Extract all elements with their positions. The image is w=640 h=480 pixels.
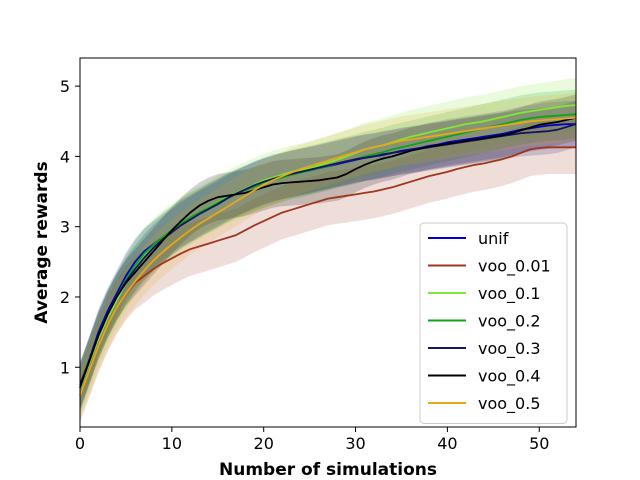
x-tick-label: 50: [529, 434, 549, 453]
y-tick-label: 3: [60, 218, 70, 237]
plot-frame: [79, 57, 577, 428]
band-voo_0.01: [80, 120, 576, 423]
legend-label-voo_0.01: voo_0.01: [478, 257, 551, 277]
y-tick-label: 4: [60, 147, 70, 166]
legend-box: [419, 222, 568, 424]
y-tick-label: 2: [60, 288, 70, 307]
x-tick-label: 30: [345, 434, 365, 453]
legend-label-voo_0.3: voo_0.3: [478, 339, 541, 359]
y-axis-ticks: 1 2 3 4 5: [60, 77, 80, 377]
band-voo_0.5: [80, 93, 576, 420]
x-axis-label: Number of simulations: [219, 460, 437, 480]
legend-label-voo_0.1: voo_0.1: [478, 284, 541, 304]
legend-label-voo_0.2: voo_0.2: [478, 312, 541, 332]
legend-label-voo_0.5: voo_0.5: [478, 394, 541, 414]
x-tick-label: 40: [437, 434, 457, 453]
legend-label-voo_0.4: voo_0.4: [478, 367, 541, 387]
y-axis-label: Average rewards: [32, 161, 52, 323]
legend: unif voo_0.01 voo_0.1 voo_0.2 voo_0.3 voo_0.4…: [419, 222, 568, 424]
band-voo_0.4: [80, 94, 576, 411]
series-lines: [79, 104, 577, 396]
y-tick-label: 1: [60, 358, 70, 377]
line-voo_0.4: [79, 116, 577, 388]
x-axis-ticks: 0 10 20 30 40 50: [75, 427, 549, 453]
y-tick-label: 5: [60, 77, 70, 96]
x-tick-label: 20: [254, 434, 274, 453]
x-tick-label: 0: [75, 434, 85, 453]
x-tick-label: 10: [162, 434, 182, 453]
line-voo_0.5: [79, 116, 577, 396]
line-voo_0.01: [79, 146, 576, 396]
legend-label-unif: unif: [478, 229, 509, 248]
